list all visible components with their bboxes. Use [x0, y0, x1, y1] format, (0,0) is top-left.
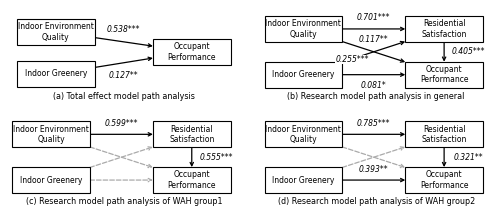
Text: 0.127**: 0.127**	[109, 71, 138, 80]
Text: Residential
Satisfaction: Residential Satisfaction	[422, 19, 467, 39]
Text: Indoor Greenery: Indoor Greenery	[272, 70, 334, 79]
Text: Indoor Greenery: Indoor Greenery	[20, 176, 82, 185]
FancyBboxPatch shape	[406, 167, 483, 193]
Text: Residential
Satisfaction: Residential Satisfaction	[169, 125, 214, 144]
FancyBboxPatch shape	[264, 121, 342, 147]
FancyBboxPatch shape	[264, 16, 342, 42]
Text: 0.785***: 0.785***	[357, 119, 390, 128]
Text: 0.701***: 0.701***	[357, 14, 390, 23]
Text: 0.405***: 0.405***	[452, 47, 485, 56]
Text: Occupant
Performance: Occupant Performance	[420, 170, 469, 190]
Text: 0.321**: 0.321**	[454, 153, 483, 162]
Text: 0.538***: 0.538***	[107, 25, 140, 34]
Text: (b) Research model path analysis in general: (b) Research model path analysis in gene…	[288, 92, 465, 101]
Text: Indoor Environment
Quality: Indoor Environment Quality	[13, 125, 89, 144]
Text: 0.599***: 0.599***	[104, 119, 138, 128]
FancyBboxPatch shape	[153, 39, 230, 65]
Text: 0.255***: 0.255***	[335, 55, 368, 64]
FancyBboxPatch shape	[153, 167, 230, 193]
Text: 0.081*: 0.081*	[361, 81, 386, 90]
Text: (a) Total effect model path analysis: (a) Total effect model path analysis	[53, 92, 195, 101]
Text: Residential
Satisfaction: Residential Satisfaction	[422, 125, 467, 144]
FancyBboxPatch shape	[406, 62, 483, 88]
FancyBboxPatch shape	[153, 121, 230, 147]
Text: Occupant
Performance: Occupant Performance	[420, 65, 469, 84]
FancyBboxPatch shape	[17, 19, 94, 45]
Text: Indoor Environment
Quality: Indoor Environment Quality	[266, 19, 342, 39]
Text: (c) Research model path analysis of WAH group1: (c) Research model path analysis of WAH …	[26, 197, 222, 206]
Text: Indoor Greenery: Indoor Greenery	[272, 176, 334, 185]
Text: 0.555***: 0.555***	[200, 153, 233, 162]
Text: Indoor Environment
Quality: Indoor Environment Quality	[18, 22, 94, 42]
Text: (d) Research model path analysis of WAH group2: (d) Research model path analysis of WAH …	[278, 197, 475, 206]
FancyBboxPatch shape	[17, 61, 94, 87]
FancyBboxPatch shape	[406, 16, 483, 42]
Text: Indoor Greenery: Indoor Greenery	[24, 69, 87, 78]
FancyBboxPatch shape	[264, 62, 342, 88]
Text: Occupant
Performance: Occupant Performance	[168, 170, 216, 190]
Text: 0.117**: 0.117**	[359, 35, 388, 44]
FancyBboxPatch shape	[12, 167, 90, 193]
FancyBboxPatch shape	[406, 121, 483, 147]
Text: Occupant
Performance: Occupant Performance	[168, 42, 216, 61]
Text: Indoor Environment
Quality: Indoor Environment Quality	[266, 125, 342, 144]
Text: 0.393**: 0.393**	[359, 165, 388, 174]
FancyBboxPatch shape	[264, 167, 342, 193]
FancyBboxPatch shape	[12, 121, 90, 147]
